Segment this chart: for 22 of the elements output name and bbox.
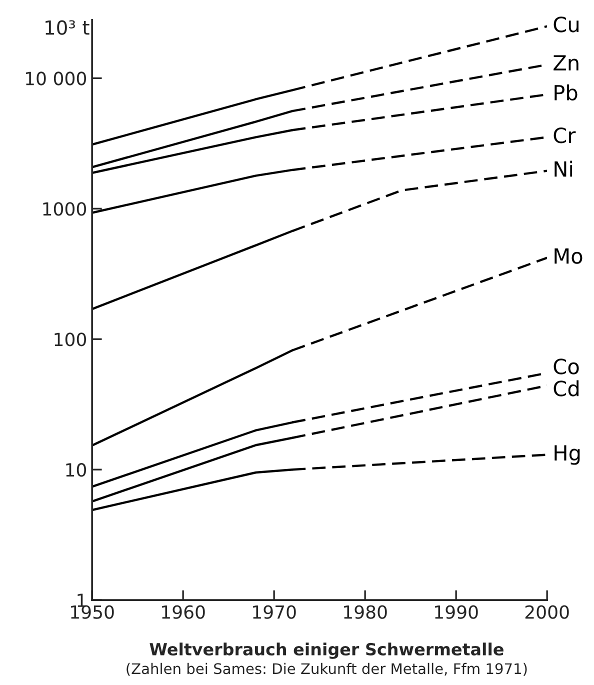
x-tick-label: 1960 <box>162 605 205 619</box>
series-label: Cd <box>554 380 579 396</box>
series-label: Cr <box>554 127 576 144</box>
x-tick-label: 1950 <box>71 605 114 619</box>
series-label: Cu <box>554 16 578 32</box>
text: Weltverbrauch einiger Schwermetalle <box>150 642 504 659</box>
x-tick-label: 1990 <box>435 605 478 619</box>
series-label: Mo <box>554 248 582 264</box>
y-tick-label: 1000 <box>43 202 86 216</box>
series-label: Pb <box>554 84 578 101</box>
x-tick-label: 1970 <box>253 605 296 619</box>
y-tick-label: 100 <box>54 332 86 346</box>
series-label: Hg <box>554 445 580 465</box>
y-axis-title: 10³ t <box>46 20 90 35</box>
series-label: Zn <box>554 55 578 70</box>
text: (Zahlen bei Sames: Die Zukunft der Metalle, Ffm 1971) <box>126 662 527 676</box>
series-label: Co <box>554 358 579 374</box>
y-tick-label: 10 000 <box>26 72 86 86</box>
series-label: Ni <box>554 160 572 177</box>
y-tick-label: 10 <box>66 463 86 477</box>
x-tick-label: 2000 <box>525 605 569 619</box>
x-tick-label: 1980 <box>344 605 387 619</box>
